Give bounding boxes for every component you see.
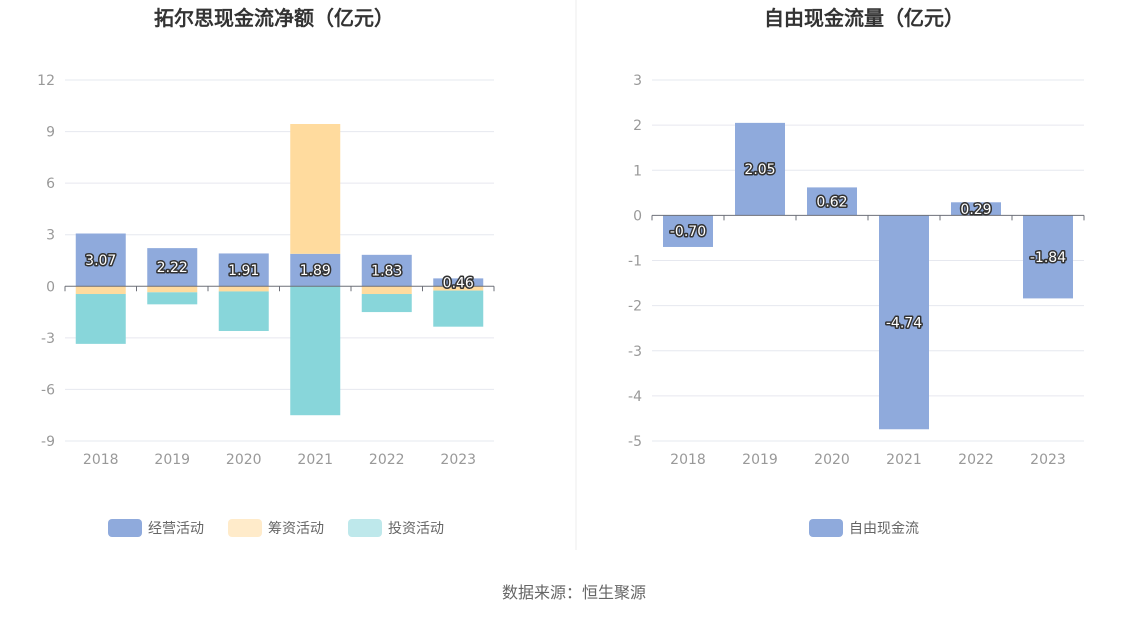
bar-经营活动 <box>147 248 198 287</box>
legend-swatch <box>108 519 142 537</box>
data-label: 3.07 <box>85 253 116 269</box>
left-legend: 经营活动 筹资活动 投资活动 <box>108 519 444 537</box>
bar-投资活动 <box>361 294 412 313</box>
data-label: 2.05 <box>744 162 775 178</box>
y-tick-label: 9 <box>46 125 55 141</box>
left-chart: -9 -6 -3 0 3 6 9 12 2018 2019 2020 2021 2022 2023 3.07… <box>37 73 495 468</box>
bar-筹资活动 <box>147 286 198 293</box>
bar-经营活动 <box>433 278 484 287</box>
bar-投资活动 <box>433 290 484 327</box>
data-label: -4.74 <box>886 315 922 331</box>
y-tick-label: -6 <box>41 382 55 398</box>
y-tick-label: 12 <box>37 73 55 89</box>
y-tick-label: -9 <box>41 434 55 450</box>
bar-筹资活动 <box>75 286 126 295</box>
x-tick-label: 2019 <box>742 452 778 468</box>
data-label: 1.83 <box>371 264 402 280</box>
x-tick-label: 2018 <box>83 452 119 468</box>
y-tick-label: -5 <box>628 434 642 450</box>
y-tick-label: 3 <box>46 228 55 244</box>
x-tick-label: 2018 <box>670 452 706 468</box>
legend-swatch <box>348 519 382 537</box>
y-tick-label: -2 <box>628 299 642 315</box>
x-tick-label: 2022 <box>958 452 994 468</box>
x-tick-label: 2022 <box>369 452 405 468</box>
bar-投资活动 <box>218 291 269 331</box>
data-label: 0.29 <box>960 202 991 218</box>
legend-label: 投资活动 <box>388 521 444 537</box>
legend-item-自由现金流[interactable]: 自由现金流 <box>809 519 919 537</box>
bar-投资活动 <box>290 286 341 416</box>
y-tick-label: 3 <box>633 73 642 89</box>
bar-经营活动 <box>218 253 269 287</box>
data-source: 数据来源：恒生聚源 <box>502 583 646 602</box>
bar-自由现金流 <box>735 122 785 216</box>
x-tick-label: 2019 <box>154 452 190 468</box>
data-label: 0.62 <box>816 194 847 210</box>
data-label: 1.91 <box>228 263 259 279</box>
data-label: -0.70 <box>670 224 706 240</box>
x-tick-label: 2023 <box>440 452 476 468</box>
y-tick-label: 6 <box>46 176 55 192</box>
y-tick-label: -1 <box>628 254 642 270</box>
legend-label: 自由现金流 <box>849 521 919 537</box>
bars <box>663 122 1073 430</box>
right-chart: -5 -4 -3 -2 -1 0 1 2 3 2018 2019 2020 2021 2022 2023 -0… <box>628 73 1085 468</box>
bar-筹资活动 <box>361 286 412 295</box>
right-chart-title: 自由现金流量（亿元） <box>764 6 964 30</box>
left-chart-title: 拓尔思现金流净额（亿元） <box>154 6 394 30</box>
bar-筹资活动 <box>290 124 341 254</box>
bar-自由现金流 <box>807 187 857 216</box>
x-tick-label: 2020 <box>226 452 262 468</box>
bar-经营活动 <box>75 233 126 287</box>
y-tick-label: 2 <box>633 118 642 134</box>
bar-经营活动 <box>290 253 341 287</box>
data-label: -1.84 <box>1030 250 1066 266</box>
data-label: 0.46 <box>443 275 474 291</box>
bar-投资活动 <box>75 294 126 344</box>
y-tick-label: -3 <box>41 331 55 347</box>
legend-swatch <box>809 519 843 537</box>
y-tick-label: 0 <box>46 279 55 295</box>
bar-自由现金流 <box>663 215 713 247</box>
y-tick-label: 1 <box>633 163 642 179</box>
bar-经营活动 <box>361 254 412 287</box>
x-tick-label: 2021 <box>297 452 333 468</box>
legend-item-投资活动[interactable]: 投资活动 <box>348 519 444 537</box>
legend-item-经营活动[interactable]: 经营活动 <box>108 519 204 537</box>
x-tick-label: 2021 <box>886 452 922 468</box>
y-tick-label: -3 <box>628 344 642 360</box>
bar-自由现金流 <box>1023 215 1073 299</box>
y-tick-label: 0 <box>633 208 642 224</box>
bar-筹资活动 <box>433 286 484 291</box>
legend-label: 筹资活动 <box>268 520 324 537</box>
bar-筹资活动 <box>218 286 269 292</box>
data-label: 2.22 <box>157 260 188 276</box>
x-tick-label: 2023 <box>1030 452 1066 468</box>
legend-label: 经营活动 <box>148 521 204 537</box>
data-label: 1.89 <box>300 263 331 279</box>
y-tick-label: -4 <box>628 389 642 405</box>
legend-item-筹资活动[interactable]: 筹资活动 <box>228 519 324 537</box>
bar-投资活动 <box>147 292 198 305</box>
bar-自由现金流 <box>879 215 929 430</box>
legend-swatch <box>228 519 262 537</box>
x-tick-label: 2020 <box>814 452 850 468</box>
right-legend: 自由现金流 <box>809 519 919 537</box>
bar-自由现金流 <box>951 202 1001 216</box>
bars <box>75 124 484 416</box>
